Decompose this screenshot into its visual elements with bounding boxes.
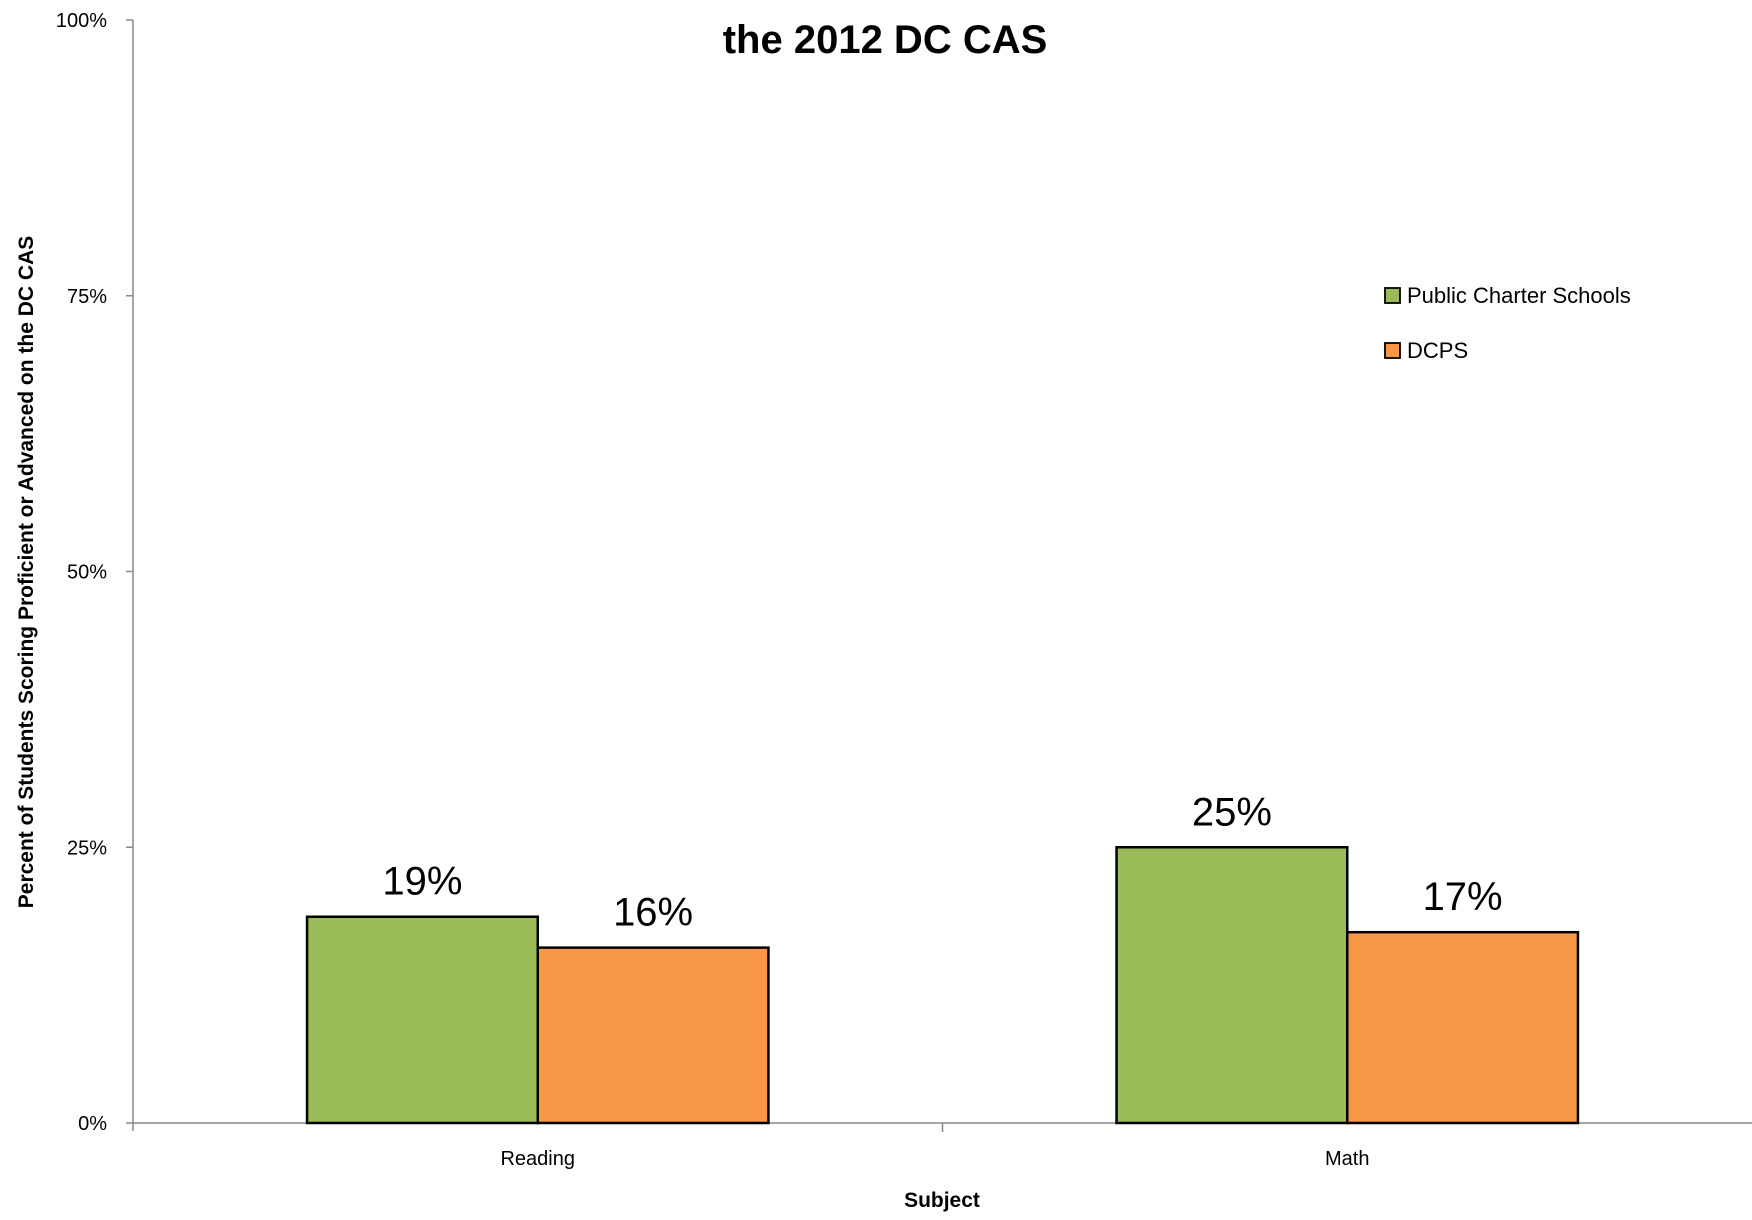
- legend-swatch: [1384, 287, 1401, 304]
- chart-title: the 2012 DC CAS: [723, 18, 1048, 62]
- y-tick-label: 50%: [67, 562, 107, 584]
- x-tick-label: Reading: [500, 1148, 575, 1170]
- data-label: 19%: [382, 860, 462, 904]
- data-label: 16%: [613, 891, 693, 935]
- x-tick-label: Math: [1325, 1148, 1369, 1170]
- data-label: 25%: [1192, 790, 1272, 834]
- x-axis-title: Subject: [904, 1189, 980, 1212]
- chart-bars: [305, 846, 1580, 1125]
- bar-public-charter-schools-reading: [305, 915, 540, 1125]
- chart-title-line: the 2012 DC CAS: [723, 18, 1048, 62]
- legend-swatch: [1384, 342, 1401, 359]
- legend-label: DCPS: [1407, 338, 1468, 363]
- chart-data-labels: 19% 16% 25% 17%: [382, 790, 1502, 934]
- legend-label: Public Charter Schools: [1407, 283, 1631, 308]
- y-tick-label: 0%: [78, 1113, 107, 1135]
- y-tick-label: 100%: [56, 10, 107, 32]
- bar-dcps-math: [1346, 930, 1580, 1125]
- y-axis-title: Percent of Students Scoring Proficient o…: [15, 236, 38, 908]
- chart-legend: Public Charter Schools DCPS: [1384, 283, 1631, 363]
- bar-dcps-reading: [536, 946, 770, 1125]
- data-label: 17%: [1423, 875, 1503, 919]
- y-tick-label: 75%: [67, 286, 107, 308]
- y-tick-label: 25%: [67, 837, 107, 859]
- bar-public-charter-schools-math: [1115, 846, 1349, 1125]
